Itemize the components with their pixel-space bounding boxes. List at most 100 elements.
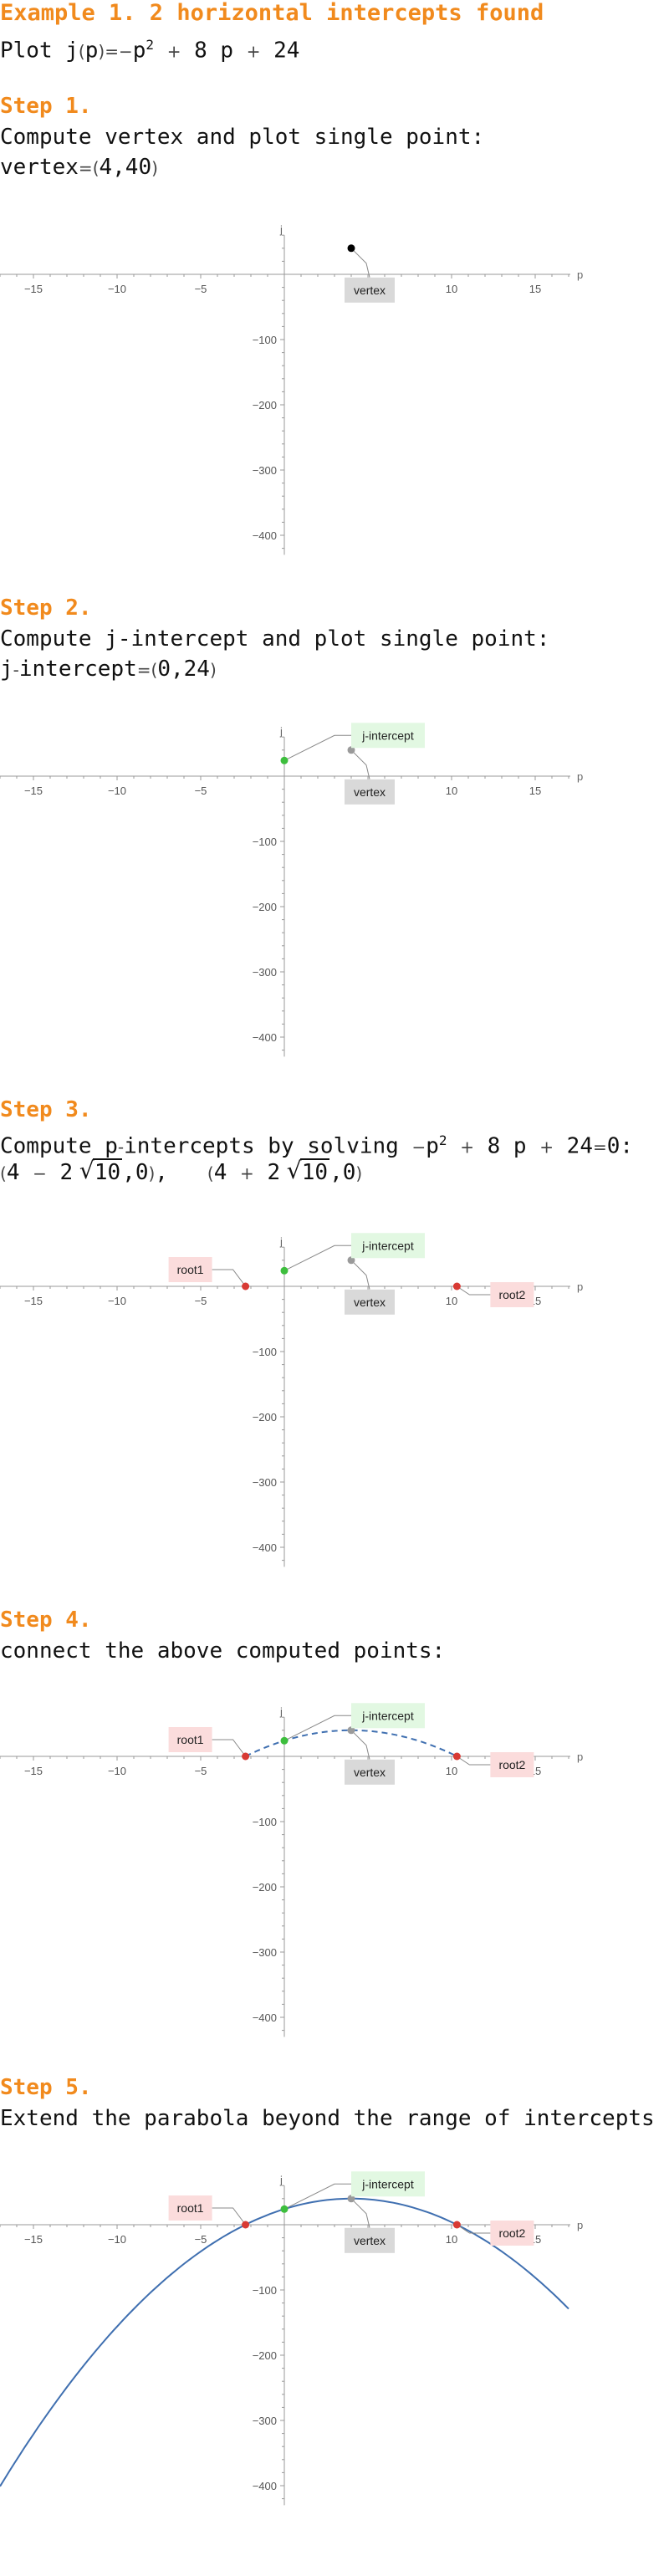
vertex-point (347, 2195, 355, 2203)
step-2-label: Step 2. (0, 595, 92, 621)
root2-label-box (490, 1752, 534, 1777)
step-1-result: vertex=(4,40) (0, 155, 158, 180)
step-4-chart: pj−15−10−551015−100−200−300−400vertexj-i… (0, 1703, 583, 2037)
y-tick-label: −400 (253, 529, 277, 542)
root2-label: root2 (498, 1758, 525, 1771)
step-3-text: Compute p-intercepts by solving −p2 + 8 … (0, 1132, 634, 1159)
x-tick-label: −15 (24, 1765, 43, 1777)
vertex-label: vertex (354, 785, 386, 799)
vertex-point (347, 746, 355, 754)
root1-label: root1 (177, 1733, 204, 1746)
step-3-chart: pj−15−10−551015−100−200−300−400vertexj-i… (0, 1233, 583, 1567)
vertex-leader-line (350, 2198, 370, 2228)
j-intercept-label: j-intercept (361, 1709, 414, 1722)
x-axis-label: p (577, 268, 583, 281)
x-tick-label: −10 (108, 2233, 126, 2246)
j-intercept-label-box (351, 2171, 425, 2197)
y-tick-label: −200 (253, 2349, 277, 2362)
j-intercept-point (280, 1736, 289, 1745)
y-tick-label: −200 (253, 1881, 277, 1894)
x-axis-label: p (577, 2219, 583, 2231)
page-title: Example 1. 2 horizontal intercepts found (0, 0, 544, 26)
vertex-leader-line (350, 248, 370, 278)
root2-point (452, 1282, 461, 1291)
x-tick-label: 10 (446, 2233, 457, 2246)
x-axis-label: p (577, 1751, 583, 1763)
step-2-result: j-intercept=(0,24) (0, 657, 217, 682)
vertex-label-box (345, 779, 395, 805)
vertex-point (347, 1256, 355, 1265)
parabola-dashed-segment (245, 1729, 457, 1757)
step-3-label: Step 3. (0, 1097, 92, 1122)
step-4-text: connect the above computed points: (0, 1638, 446, 1664)
x-tick-label: −15 (24, 1295, 43, 1307)
root2-label: root2 (498, 2226, 525, 2240)
root1-point (242, 1282, 250, 1291)
root2-leader-line (457, 1285, 491, 1296)
step-4-label: Step 4. (0, 1607, 92, 1633)
x-axis-label: p (577, 770, 583, 783)
j-intercept-label: j-intercept (361, 1239, 414, 1252)
vertex-leader-line (350, 1730, 370, 1760)
vertex-label: vertex (354, 2234, 386, 2247)
y-tick-label: −300 (253, 2415, 277, 2427)
vertex-leader-line (350, 749, 370, 779)
root1-label-box (168, 1727, 212, 1752)
x-tick-label: −10 (108, 283, 126, 295)
y-axis-label: j (279, 223, 283, 236)
y-tick-label: −100 (253, 836, 277, 848)
y-tick-label: −200 (253, 399, 277, 411)
vertex-label: vertex (354, 1296, 386, 1309)
j-intercept-point (280, 756, 289, 764)
x-tick-label: 10 (446, 785, 457, 797)
root2-label-box (490, 1282, 534, 1307)
step-5-chart: pj−15−10−551015−100−200−300−400vertexj-i… (0, 2171, 583, 2506)
j-intercept-leader-line (283, 1715, 351, 1741)
y-tick-label: −400 (253, 1031, 277, 1044)
y-tick-label: −400 (253, 2011, 277, 2024)
plot-function-line: Plot j(p)=−p2 + 8 p + 24 (0, 37, 300, 64)
j-intercept-leader-line (283, 1245, 351, 1271)
root2-leader-line (457, 2224, 491, 2234)
vertex-point (347, 244, 355, 253)
y-axis-label: j (279, 2174, 283, 2186)
y-tick-label: −200 (253, 1411, 277, 1423)
vertex-leader-line (350, 1260, 370, 1290)
step-5-label: Step 5. (0, 2075, 92, 2100)
root1-leader-line (212, 1739, 247, 1757)
j-intercept-label-box (351, 1233, 425, 1259)
root1-point (242, 2221, 250, 2229)
j-intercept-label-box (351, 723, 425, 749)
root1-leader-line (212, 1269, 247, 1287)
x-tick-label: 10 (446, 1295, 457, 1307)
x-tick-label: −10 (108, 785, 126, 797)
step-2-chart: pj−15−10−551015−100−200−300−400vertexj-i… (0, 723, 583, 1057)
vertex-label-box (345, 277, 395, 303)
x-tick-label: 10 (446, 1765, 457, 1777)
root1-label-box (168, 2195, 212, 2221)
root2-point (452, 2221, 461, 2229)
vertex-label: vertex (354, 284, 386, 297)
x-tick-label: 15 (529, 785, 541, 797)
y-tick-label: −100 (253, 1816, 277, 1828)
x-axis-label: p (577, 1280, 583, 1293)
x-tick-label: −5 (195, 1765, 207, 1777)
j-intercept-leader-line (283, 734, 351, 761)
j-intercept-point (280, 1266, 289, 1275)
y-tick-label: −400 (253, 1541, 277, 1554)
vertex-point (347, 1726, 355, 1735)
y-axis-label: j (279, 1235, 283, 1248)
x-tick-label: −5 (195, 2233, 207, 2246)
y-tick-label: −100 (253, 1346, 277, 1358)
x-tick-label: −15 (24, 2233, 43, 2246)
root1-label-box (168, 1257, 212, 1282)
y-tick-label: −400 (253, 2480, 277, 2492)
y-tick-label: −200 (253, 901, 277, 913)
step-3-result: (4 − 2 10,0), (4 + 2 10,0) (0, 1158, 362, 1187)
root1-leader-line (212, 2207, 247, 2226)
vertex-label-box (345, 1759, 395, 1785)
y-axis-label: j (279, 1705, 283, 1718)
x-tick-label: −10 (108, 1765, 126, 1777)
root1-point (242, 1752, 250, 1761)
step-1-text: Compute vertex and plot single point: (0, 125, 485, 150)
